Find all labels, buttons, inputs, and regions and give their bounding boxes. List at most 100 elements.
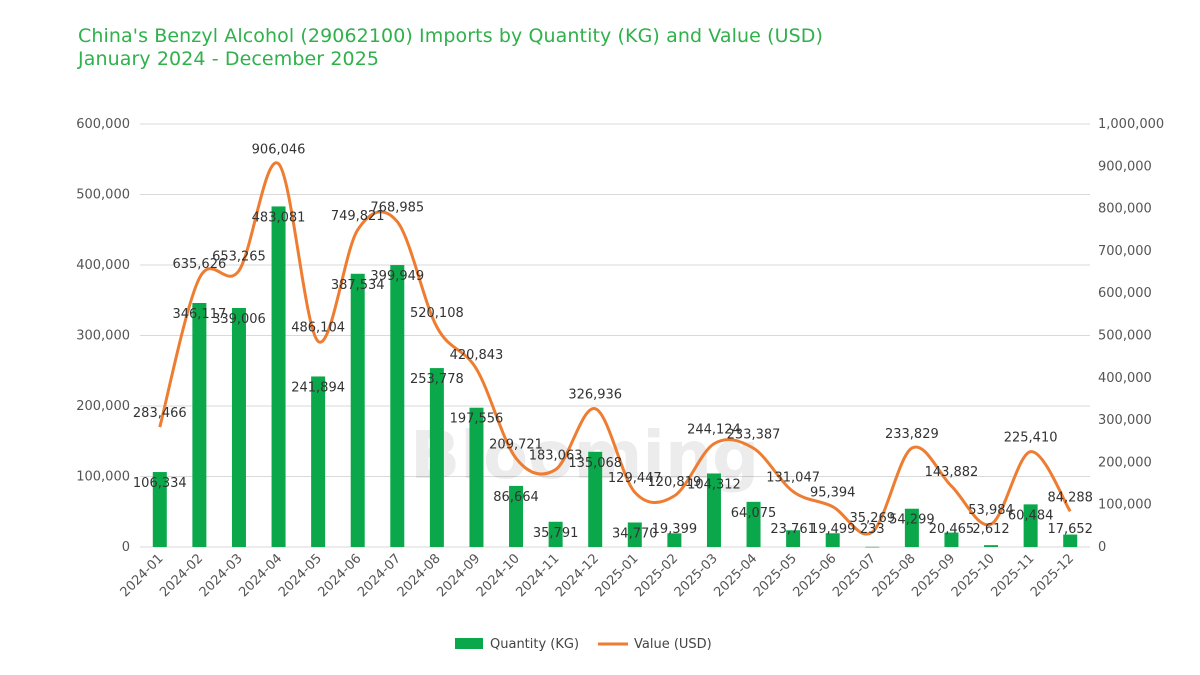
bar-data-label: 60,484 — [1008, 508, 1054, 523]
bar-data-label: 346,117 — [172, 307, 226, 322]
bar-data-label: 104,312 — [687, 477, 741, 492]
y-left-tick-label: 500,000 — [76, 188, 130, 203]
bar-quantity — [548, 521, 563, 547]
bar-quantity — [944, 532, 959, 547]
chart-title: China's Benzyl Alcohol (29062100) Import… — [78, 25, 823, 47]
line-data-label: 35,269 — [850, 511, 896, 526]
bar-quantity — [1063, 534, 1078, 547]
y-left-tick-label: 300,000 — [76, 329, 130, 344]
bar-data-label: 54,299 — [889, 513, 935, 528]
bar-quantity — [152, 472, 167, 547]
legend-label-quantity: Quantity (KG) — [490, 637, 579, 652]
bar-data-label: 135,068 — [568, 456, 622, 471]
watermark-text: Blooming — [410, 417, 759, 494]
y-right-tick-label: 200,000 — [1098, 455, 1152, 470]
y-right-tick-label: 300,000 — [1098, 413, 1152, 428]
bar-data-label: 197,556 — [450, 412, 504, 427]
bar-data-label: 253,778 — [410, 372, 464, 387]
line-data-label: 653,265 — [212, 250, 266, 265]
bar-quantity — [509, 485, 524, 547]
y-right-tick-label: 100,000 — [1098, 498, 1152, 513]
line-data-label: 768,985 — [370, 201, 424, 216]
line-data-label: 326,936 — [568, 388, 622, 403]
line-data-label: 233,387 — [727, 427, 781, 442]
y-right-tick-label: 500,000 — [1098, 329, 1152, 344]
bar-quantity — [429, 368, 444, 547]
y-right-tick-label: 600,000 — [1098, 286, 1152, 301]
line-data-label: 120,819 — [647, 475, 701, 490]
y-right-tick-label: 400,000 — [1098, 371, 1152, 386]
y-right-tick-label: 700,000 — [1098, 244, 1152, 259]
bar-data-label: 64,075 — [731, 506, 777, 521]
bar-quantity — [904, 508, 919, 547]
bar-data-label: 20,465 — [929, 522, 975, 537]
y-right-tick-label: 900,000 — [1098, 159, 1152, 174]
bar-data-label: 19,399 — [652, 522, 698, 537]
line-data-label: 749,821 — [331, 209, 385, 224]
bar-quantity — [588, 451, 603, 547]
bar-quantity — [786, 530, 801, 547]
x-tick-label: 2025-12 — [1028, 551, 1077, 600]
bar-data-label: 399,949 — [370, 269, 424, 284]
bar-quantity — [667, 533, 682, 547]
line-data-label: 233,829 — [885, 427, 939, 442]
line-data-label: 520,108 — [410, 306, 464, 321]
bar-quantity — [1023, 504, 1038, 547]
line-data-label: 131,047 — [766, 471, 820, 486]
bar-quantity — [825, 533, 840, 547]
bar-data-label: 17,652 — [1047, 522, 1093, 537]
bar-data-label: 86,664 — [493, 490, 539, 505]
bar-data-label: 339,006 — [212, 312, 266, 327]
bar-data-label: 19,499 — [810, 522, 856, 537]
line-data-label: 635,626 — [172, 257, 226, 272]
bar-data-label: 387,534 — [331, 278, 385, 293]
line-data-label: 225,410 — [1004, 431, 1058, 446]
y-left-tick-label: 100,000 — [76, 470, 130, 485]
line-value-usd — [158, 161, 1072, 536]
bar-data-label: 35,791 — [533, 526, 579, 541]
bar-quantity — [271, 206, 286, 547]
y-left-tick-label: 0 — [122, 540, 130, 555]
y-right-tick-label: 0 — [1098, 540, 1106, 555]
bar-quantity — [627, 522, 642, 547]
line-data-label: 183,063 — [529, 449, 583, 464]
line-data-label: 53,984 — [968, 503, 1014, 518]
bar-data-label: 483,081 — [252, 210, 306, 225]
bar-data-label: 23,761 — [770, 522, 816, 537]
bar-quantity — [192, 302, 207, 547]
line-data-label: 84,288 — [1047, 490, 1093, 505]
bar-quantity — [390, 265, 405, 547]
bar-data-label: 233 — [860, 522, 885, 537]
bar-quantity — [746, 501, 761, 547]
bar-data-label: 2,612 — [972, 522, 1009, 537]
y-left-tick-label: 600,000 — [76, 117, 130, 132]
line-data-label: 209,721 — [489, 437, 543, 452]
line-data-label: 129,447 — [608, 471, 662, 486]
y-right-tick-label: 1,000,000 — [1098, 117, 1164, 132]
bar-quantity — [350, 273, 365, 547]
bar-data-label: 106,334 — [133, 476, 187, 491]
bar-quantity — [311, 376, 326, 547]
line-data-label: 283,466 — [133, 406, 187, 421]
bar-data-label: 241,894 — [291, 380, 345, 395]
y-left-tick-label: 400,000 — [76, 258, 130, 273]
bar-quantity — [469, 407, 484, 547]
line-data-label: 95,394 — [810, 486, 856, 501]
bar-quantity — [706, 473, 721, 547]
chart-subtitle: January 2024 - December 2025 — [78, 48, 380, 70]
y-right-tick-label: 800,000 — [1098, 202, 1152, 217]
legend-swatch-quantity — [455, 638, 483, 649]
legend-label-value: Value (USD) — [634, 637, 712, 652]
line-data-label: 420,843 — [450, 348, 504, 363]
line-data-label: 906,046 — [252, 143, 306, 158]
line-data-label: 244,124 — [687, 423, 741, 438]
bar-quantity — [231, 308, 246, 547]
line-data-label: 143,882 — [925, 465, 979, 480]
bar-data-label: 34,770 — [612, 526, 658, 541]
bar-quantity — [865, 546, 880, 548]
y-left-tick-label: 200,000 — [76, 399, 130, 414]
bar-quantity — [984, 545, 999, 547]
line-data-label: 486,104 — [291, 320, 345, 335]
